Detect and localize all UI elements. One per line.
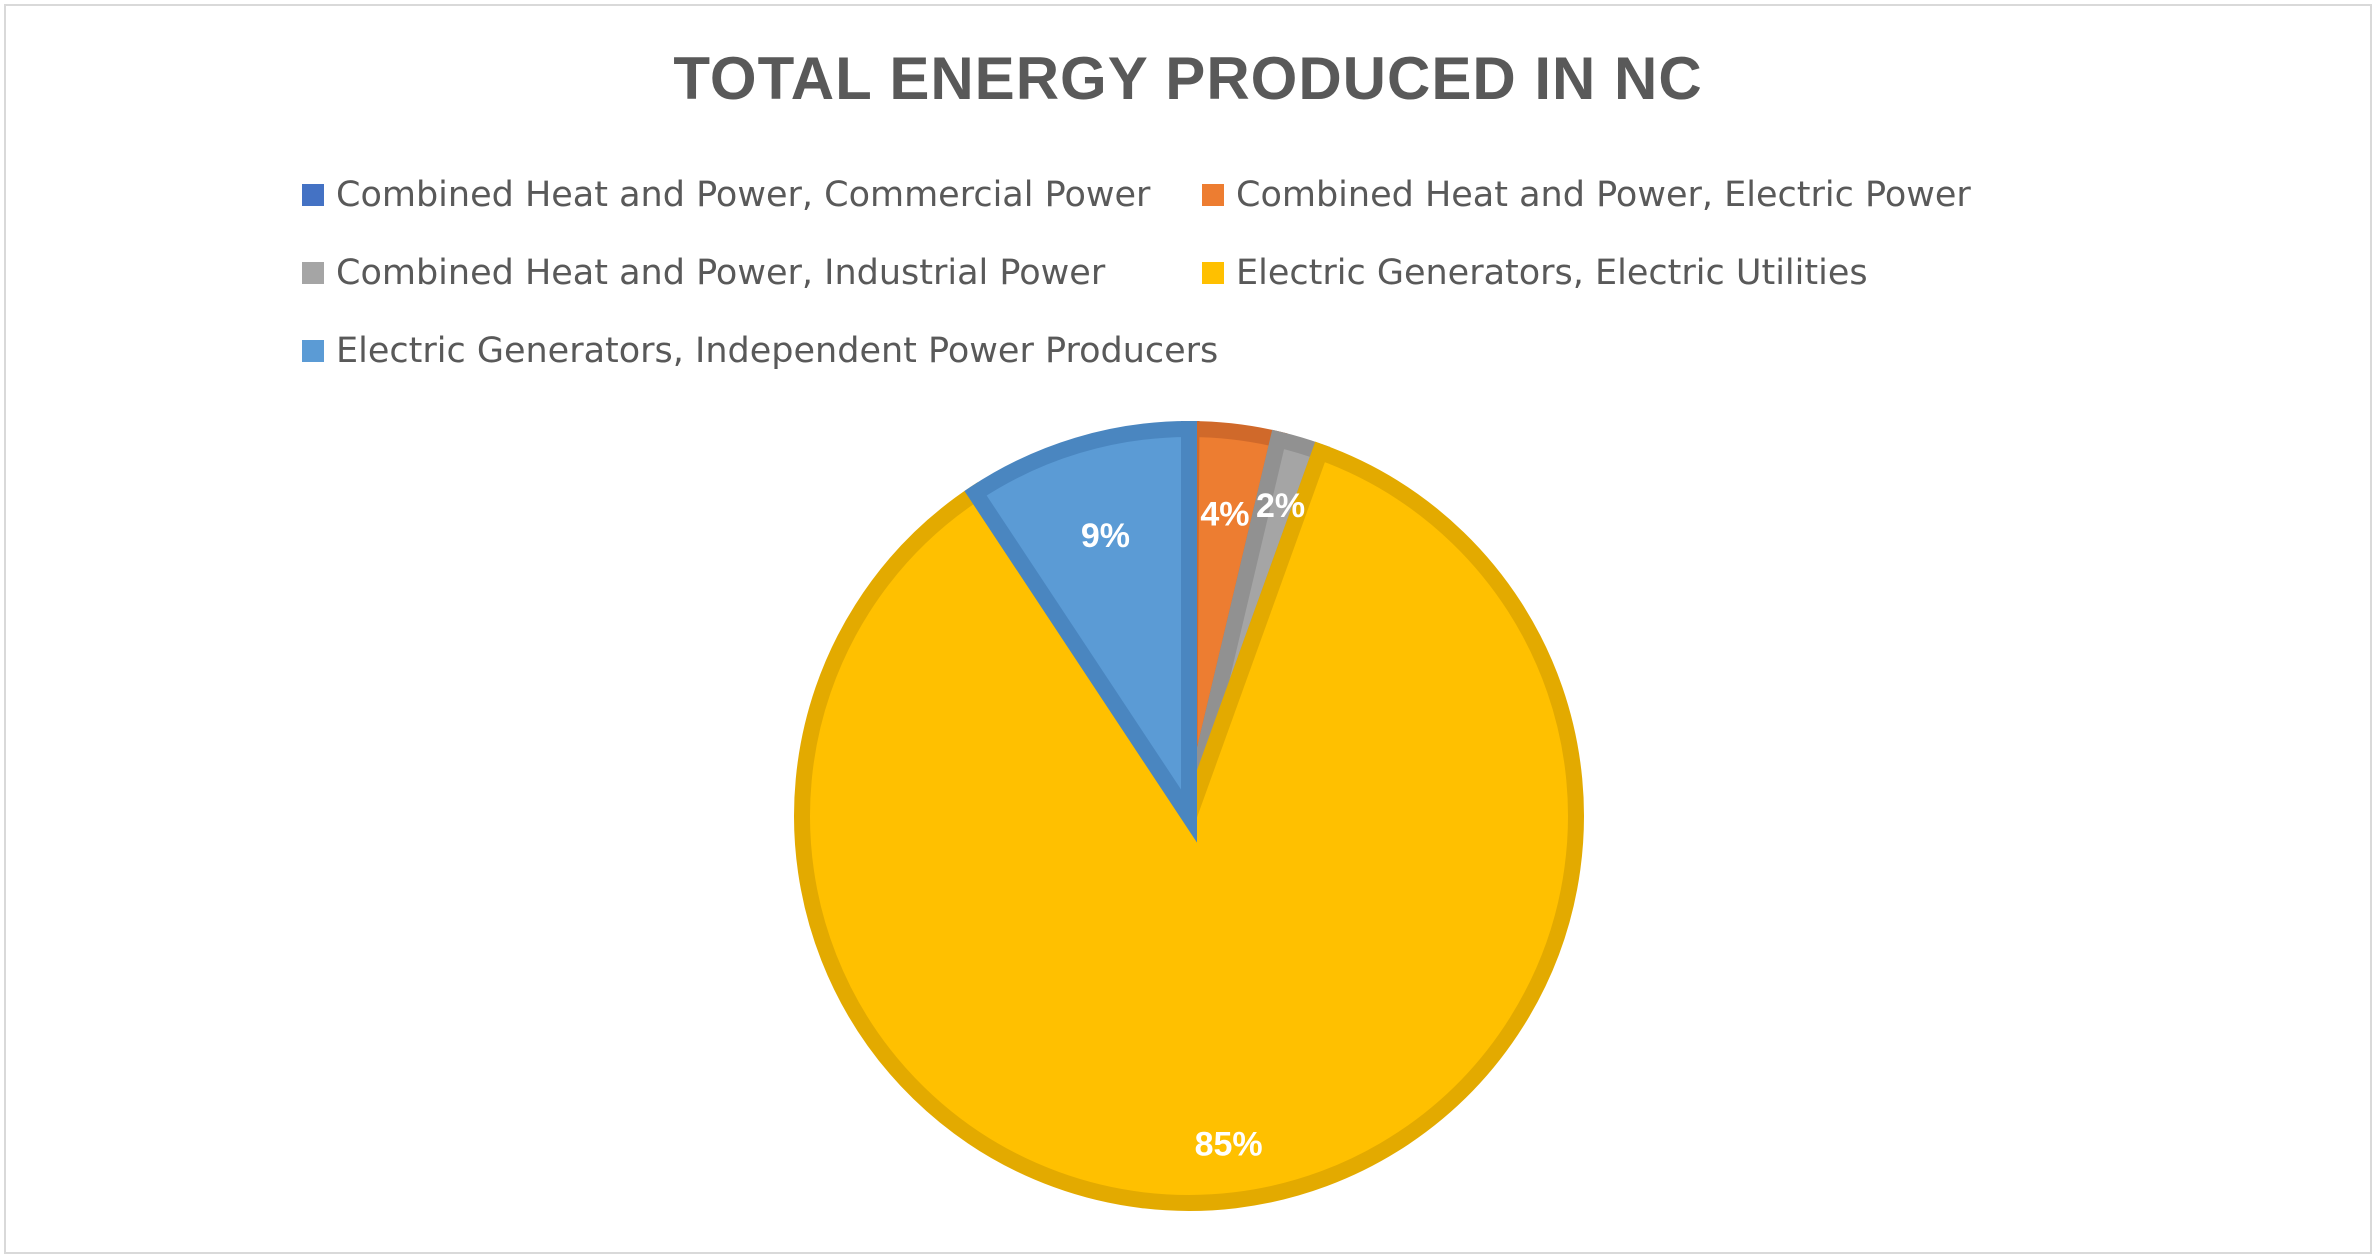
legend: Combined Heat and Power, Commercial Powe…: [302, 166, 2002, 380]
legend-swatch: [302, 262, 324, 284]
legend-swatch: [1202, 262, 1224, 284]
chart-title: TOTAL ENERGY PRODUCED IN NC: [673, 45, 1703, 112]
legend-item: Combined Heat and Power, Electric Power: [1202, 166, 2002, 224]
legend-label: Combined Heat and Power, Industrial Powe…: [336, 253, 1106, 293]
legend-item: Combined Heat and Power, Industrial Powe…: [302, 244, 1202, 302]
legend-label: Combined Heat and Power, Electric Power: [1236, 175, 1971, 215]
legend-label: Electric Generators, Independent Power P…: [336, 331, 1219, 371]
legend-item: Electric Generators, Independent Power P…: [302, 322, 1218, 380]
slice-data-label: 85%: [1195, 1125, 1263, 1163]
legend-swatch: [302, 184, 324, 206]
slice-data-label: 2%: [1256, 487, 1305, 525]
legend-item: Combined Heat and Power, Commercial Powe…: [302, 166, 1202, 224]
pie-slice: [964, 420, 1197, 843]
legend-swatch: [1202, 184, 1224, 206]
legend-item: Electric Generators, Electric Utilities: [1202, 244, 2002, 302]
legend-label: Electric Generators, Electric Utilities: [1236, 253, 1868, 293]
slice-data-label: 4%: [1200, 495, 1249, 533]
legend-swatch: [302, 340, 324, 362]
legend-label: Combined Heat and Power, Commercial Powe…: [336, 175, 1151, 215]
slice-data-label: 9%: [1081, 517, 1130, 555]
